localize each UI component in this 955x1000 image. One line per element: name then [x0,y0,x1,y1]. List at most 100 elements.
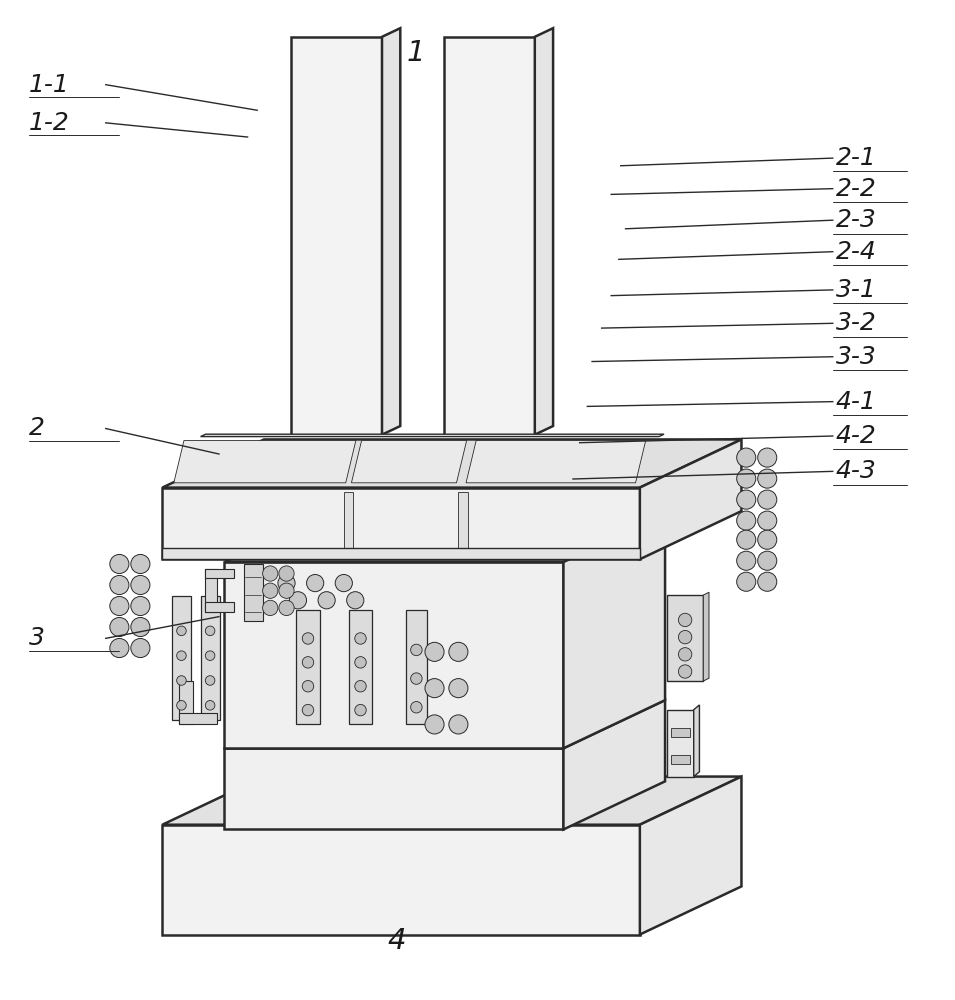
Circle shape [736,448,755,467]
Circle shape [736,530,755,549]
Circle shape [411,673,422,684]
Circle shape [347,592,364,609]
Circle shape [302,680,314,692]
Polygon shape [640,777,741,935]
Polygon shape [162,548,640,559]
Circle shape [279,600,294,616]
Polygon shape [224,514,665,562]
Polygon shape [179,681,193,724]
Circle shape [449,679,468,698]
Polygon shape [563,700,665,829]
Polygon shape [179,713,217,724]
Circle shape [302,704,314,716]
Circle shape [110,617,129,637]
Polygon shape [244,564,263,621]
Circle shape [131,575,150,595]
Circle shape [110,638,129,658]
Circle shape [177,701,186,710]
Polygon shape [670,755,690,764]
Circle shape [318,592,335,609]
Circle shape [736,511,755,530]
Circle shape [302,633,314,644]
Circle shape [757,551,776,570]
Polygon shape [382,28,400,435]
Polygon shape [205,602,234,612]
Circle shape [289,592,307,609]
Circle shape [425,642,444,661]
Text: 4: 4 [387,927,406,955]
Circle shape [736,572,755,591]
Text: 2-2: 2-2 [836,177,877,201]
Circle shape [425,715,444,734]
Circle shape [279,583,294,598]
Circle shape [110,554,129,574]
Circle shape [263,583,278,598]
Circle shape [757,490,776,509]
Polygon shape [349,610,372,724]
Circle shape [678,613,691,627]
Polygon shape [201,434,664,437]
Circle shape [205,701,215,710]
Circle shape [263,600,278,616]
Polygon shape [224,700,665,748]
Text: 2-1: 2-1 [836,146,877,170]
Polygon shape [174,440,356,483]
Polygon shape [162,439,741,488]
Polygon shape [162,777,741,825]
Text: 4-2: 4-2 [836,424,877,448]
Circle shape [131,554,150,574]
Polygon shape [640,439,741,559]
Circle shape [757,469,776,488]
Polygon shape [535,28,553,435]
Text: 2-3: 2-3 [836,208,877,232]
Circle shape [757,572,776,591]
Circle shape [355,633,367,644]
Circle shape [335,574,352,592]
Circle shape [449,642,468,661]
Text: 1-2: 1-2 [29,111,70,135]
Polygon shape [344,492,353,550]
Circle shape [678,630,691,644]
Circle shape [736,551,755,570]
Text: 2-4: 2-4 [836,240,877,264]
Polygon shape [224,748,563,829]
Polygon shape [458,492,468,550]
Polygon shape [563,514,665,748]
Text: 3-3: 3-3 [836,345,877,369]
Circle shape [449,715,468,734]
Circle shape [177,676,186,685]
Circle shape [411,702,422,713]
Circle shape [302,657,314,668]
Text: 3: 3 [29,626,45,650]
Circle shape [678,648,691,661]
Polygon shape [703,592,709,681]
Polygon shape [693,705,699,777]
Polygon shape [444,37,535,435]
Text: 3-2: 3-2 [836,311,877,335]
Text: 3-1: 3-1 [836,278,877,302]
Circle shape [278,574,295,592]
Circle shape [205,651,215,660]
Text: 1: 1 [406,39,425,67]
Polygon shape [224,562,563,748]
Circle shape [177,626,186,636]
Circle shape [205,626,215,636]
Circle shape [131,638,150,658]
Circle shape [757,511,776,530]
Polygon shape [291,37,382,435]
Circle shape [425,679,444,698]
Circle shape [110,575,129,595]
Polygon shape [670,728,690,737]
Circle shape [757,530,776,549]
Circle shape [263,566,278,581]
Text: 1-1: 1-1 [29,73,70,97]
Text: 2: 2 [29,416,45,440]
Circle shape [355,680,367,692]
Polygon shape [162,825,640,935]
Polygon shape [162,488,640,559]
Circle shape [307,574,324,592]
Polygon shape [351,440,467,483]
Polygon shape [667,595,703,681]
Circle shape [411,644,422,656]
Polygon shape [201,596,220,720]
